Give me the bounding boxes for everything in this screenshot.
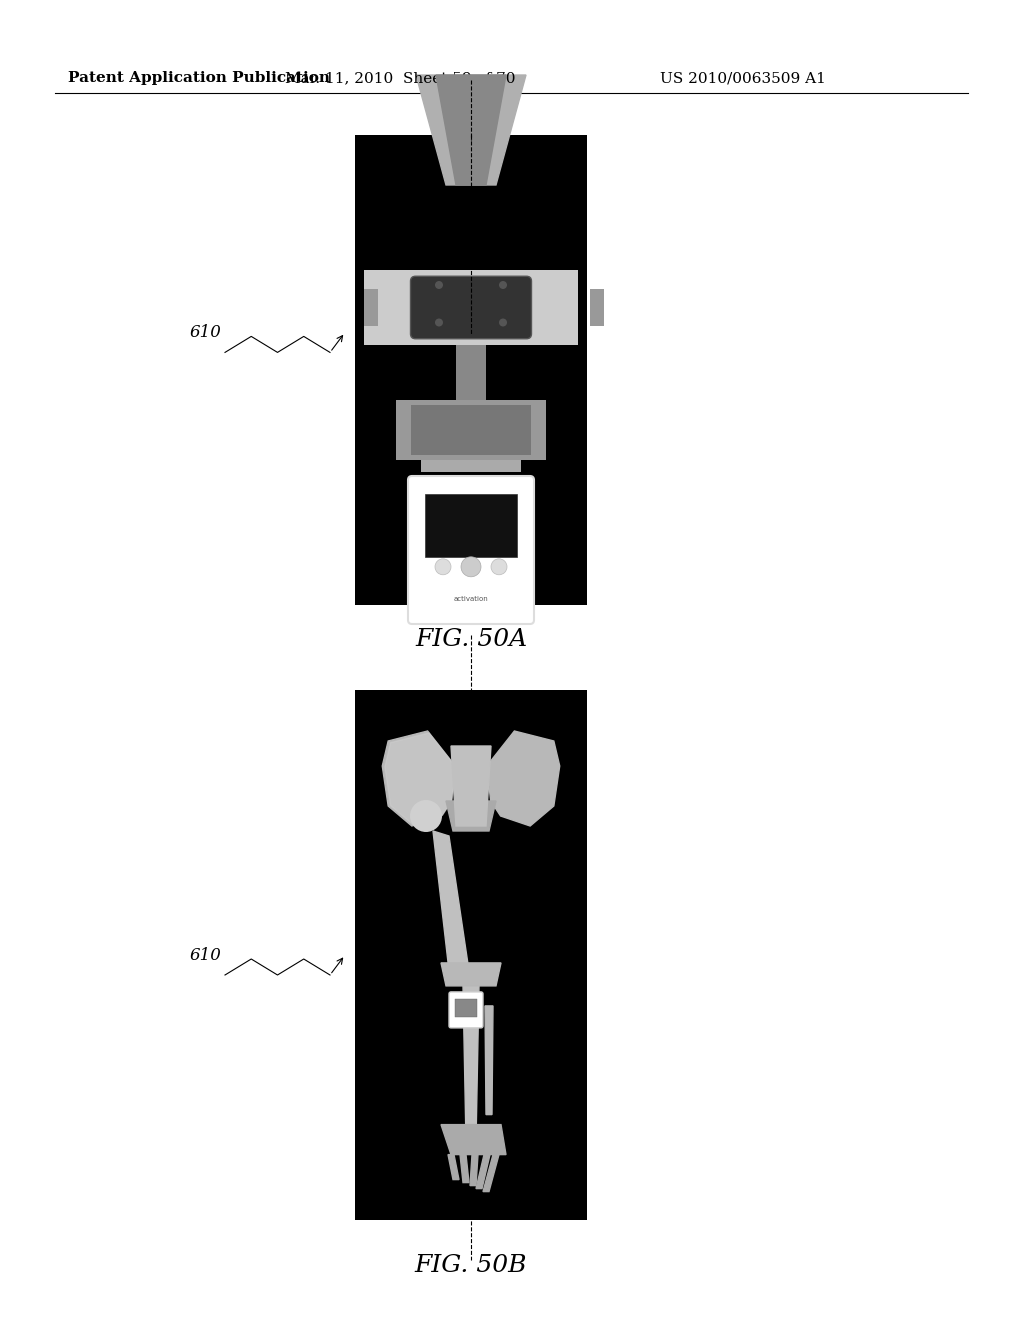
Polygon shape [446, 801, 496, 832]
Bar [365, 289, 378, 326]
Circle shape [490, 558, 507, 574]
Polygon shape [485, 1006, 493, 1114]
Text: Mar. 11, 2010  Sheet 59 of 70: Mar. 11, 2010 Sheet 59 of 70 [285, 71, 515, 84]
Polygon shape [385, 733, 456, 825]
Polygon shape [460, 1155, 469, 1183]
Polygon shape [441, 1125, 506, 1155]
Text: US 2010/0063509 A1: US 2010/0063509 A1 [660, 71, 826, 84]
Bar [425, 494, 517, 557]
Text: 610: 610 [190, 946, 222, 964]
Circle shape [499, 318, 507, 326]
FancyBboxPatch shape [449, 991, 483, 1028]
Bar [455, 999, 477, 1016]
Polygon shape [451, 746, 490, 826]
Text: 610: 610 [190, 323, 222, 341]
Bar [590, 289, 604, 326]
Polygon shape [436, 75, 506, 185]
Polygon shape [416, 75, 526, 185]
Polygon shape [476, 1155, 490, 1188]
Bar [456, 345, 486, 400]
Polygon shape [463, 986, 479, 1125]
Text: Patent Application Publication: Patent Application Publication [68, 71, 330, 84]
Circle shape [435, 281, 443, 289]
Bar [411, 405, 531, 455]
Circle shape [461, 557, 481, 577]
Circle shape [499, 281, 507, 289]
Circle shape [435, 558, 451, 574]
Bar [355, 690, 587, 1220]
Polygon shape [382, 731, 456, 826]
Polygon shape [470, 1155, 478, 1185]
Polygon shape [486, 731, 560, 826]
Polygon shape [433, 832, 469, 972]
Circle shape [435, 318, 443, 326]
Bar [365, 271, 578, 345]
Text: FIG. 50B: FIG. 50B [415, 1254, 527, 1276]
Text: activation: activation [454, 597, 488, 602]
Polygon shape [449, 1155, 459, 1180]
Polygon shape [441, 962, 501, 986]
Bar [421, 459, 521, 473]
Text: FIG. 50A: FIG. 50A [415, 628, 527, 652]
Bar [395, 400, 547, 459]
Bar [355, 135, 587, 605]
FancyBboxPatch shape [408, 477, 534, 624]
FancyBboxPatch shape [411, 276, 531, 339]
Polygon shape [483, 1155, 499, 1192]
Circle shape [410, 800, 442, 832]
